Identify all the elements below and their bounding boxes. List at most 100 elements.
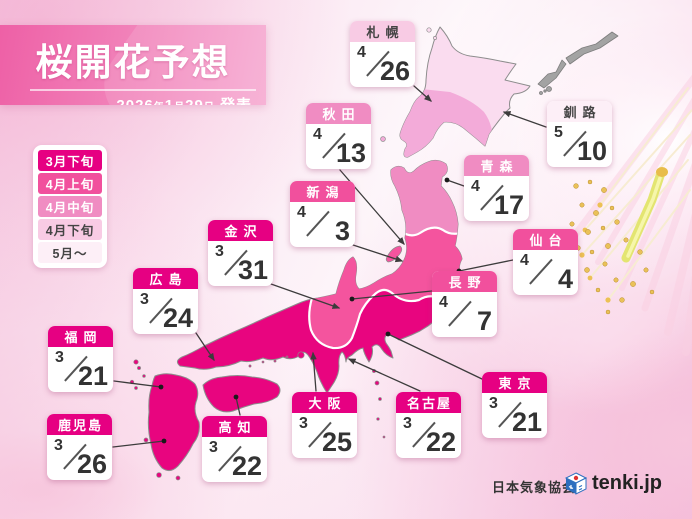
map-kuril-islands	[537, 31, 619, 95]
city-name: 金沢	[208, 220, 273, 241]
city-card: 新潟 4 3	[290, 181, 355, 247]
city-name: 長野	[432, 271, 497, 292]
city-card: 大阪 3 25	[292, 392, 357, 458]
city-name: 青森	[464, 155, 529, 176]
city-card: 福岡 3 21	[48, 326, 113, 392]
forecast-date: 3 25	[292, 413, 357, 458]
city-card: 長野 4 7	[432, 271, 497, 337]
legend-item-2: 4月中旬	[38, 196, 102, 217]
forecast-day: 21	[511, 407, 542, 437]
city-location-dot	[161, 438, 167, 444]
map-shikoku	[202, 375, 281, 413]
forecast-day: 3	[334, 216, 350, 246]
city-name: 名古屋	[396, 392, 461, 413]
connector-line	[502, 111, 547, 128]
title-banner: 桜開花予想 2026年1月29日 発表	[0, 25, 266, 105]
boundary-line-south	[308, 288, 463, 350]
date-slash	[529, 258, 553, 285]
map-kyushu	[147, 373, 200, 472]
connector-line	[347, 358, 421, 392]
city-card: 仙台 4 4	[513, 229, 578, 295]
city-location-dot	[349, 296, 355, 302]
boundary-line-north	[389, 220, 463, 237]
city-location-dot	[233, 394, 239, 400]
city-location-dot	[158, 384, 164, 390]
forecast-month: 4	[439, 294, 448, 311]
connector-line	[458, 259, 514, 272]
forecast-day: 22	[425, 427, 456, 457]
city-card: 高知 3 22	[202, 416, 267, 482]
forecast-month: 4	[297, 204, 306, 221]
forecast-day: 26	[379, 56, 410, 86]
connector-line	[310, 351, 317, 392]
forecast-date: 4 13	[306, 124, 371, 169]
bloom-period-legend: 3月下旬 4月上旬 4月中旬 4月下旬 5月〜	[33, 145, 107, 268]
forecast-date: 3 21	[48, 347, 113, 392]
city-card: 鹿児島 3 26	[47, 414, 112, 480]
forecast-date: 3 24	[133, 289, 198, 334]
forecast-day: 25	[321, 427, 352, 457]
forecast-day: 22	[231, 451, 262, 481]
connector-line	[349, 243, 404, 263]
forecast-day: 7	[476, 306, 492, 336]
date-slash	[306, 210, 330, 237]
announcement-date: 2026年1月29日 発表	[0, 94, 266, 105]
city-card: 秋田 4 13	[306, 103, 371, 169]
legend-item-0: 3月下旬	[38, 150, 102, 171]
forecast-date: 5 10	[547, 122, 612, 167]
page-title: 桜開花予想	[35, 42, 231, 83]
city-name: 鹿児島	[47, 414, 112, 435]
forecast-month: 5	[554, 124, 563, 141]
legend-item-3: 4月下旬	[38, 219, 102, 240]
forecast-month: 3	[209, 439, 218, 456]
forecast-day: 26	[76, 449, 107, 479]
forecast-month: 3	[489, 395, 498, 412]
region-tohoku-mid-april	[376, 160, 463, 236]
city-name: 大阪	[292, 392, 357, 413]
forecast-date: 3 22	[202, 437, 267, 482]
city-name: 高知	[202, 416, 267, 437]
city-card: 釧路 5 10	[547, 101, 612, 167]
city-location-dot	[385, 331, 391, 337]
city-name: 東京	[482, 372, 547, 393]
connector-line	[112, 440, 165, 448]
city-name: 秋田	[306, 103, 371, 124]
legend-item-4: 5月〜	[38, 242, 102, 263]
city-card: 札幌 4 26	[350, 21, 415, 87]
forecast-month: 3	[54, 437, 63, 454]
date-slash	[448, 300, 472, 327]
japan-map	[112, 26, 619, 481]
forecast-date: 4 17	[464, 176, 529, 221]
connector-line	[235, 396, 241, 416]
legend-item-1: 4月上旬	[38, 173, 102, 194]
connector-line	[446, 179, 465, 187]
forecast-day: 31	[237, 255, 268, 285]
stamens	[581, 87, 692, 301]
title-underline	[30, 89, 256, 91]
city-name: 札幌	[350, 21, 415, 42]
connector-line	[413, 85, 432, 102]
forecast-month: 4	[313, 126, 322, 143]
forecast-date: 4 26	[350, 42, 415, 87]
forecast-day: 24	[162, 303, 193, 333]
city-name: 福岡	[48, 326, 113, 347]
city-card: 広島 3 24	[133, 268, 198, 334]
city-card: 名古屋 3 22	[396, 392, 461, 458]
city-card: 青森 4 17	[464, 155, 529, 221]
connector-line	[351, 290, 433, 300]
city-card: 東京 3 21	[482, 372, 547, 438]
forecast-date: 3 21	[482, 393, 547, 438]
forecast-day: 13	[335, 138, 366, 168]
forecast-date: 3 22	[396, 413, 461, 458]
forecast-day: 21	[77, 361, 108, 391]
connector-line	[270, 283, 341, 309]
city-name: 広島	[133, 268, 198, 289]
forecast-month: 3	[215, 243, 224, 260]
forecast-day: 10	[576, 136, 607, 166]
connector-line	[195, 332, 215, 362]
city-location-dot	[444, 177, 450, 183]
